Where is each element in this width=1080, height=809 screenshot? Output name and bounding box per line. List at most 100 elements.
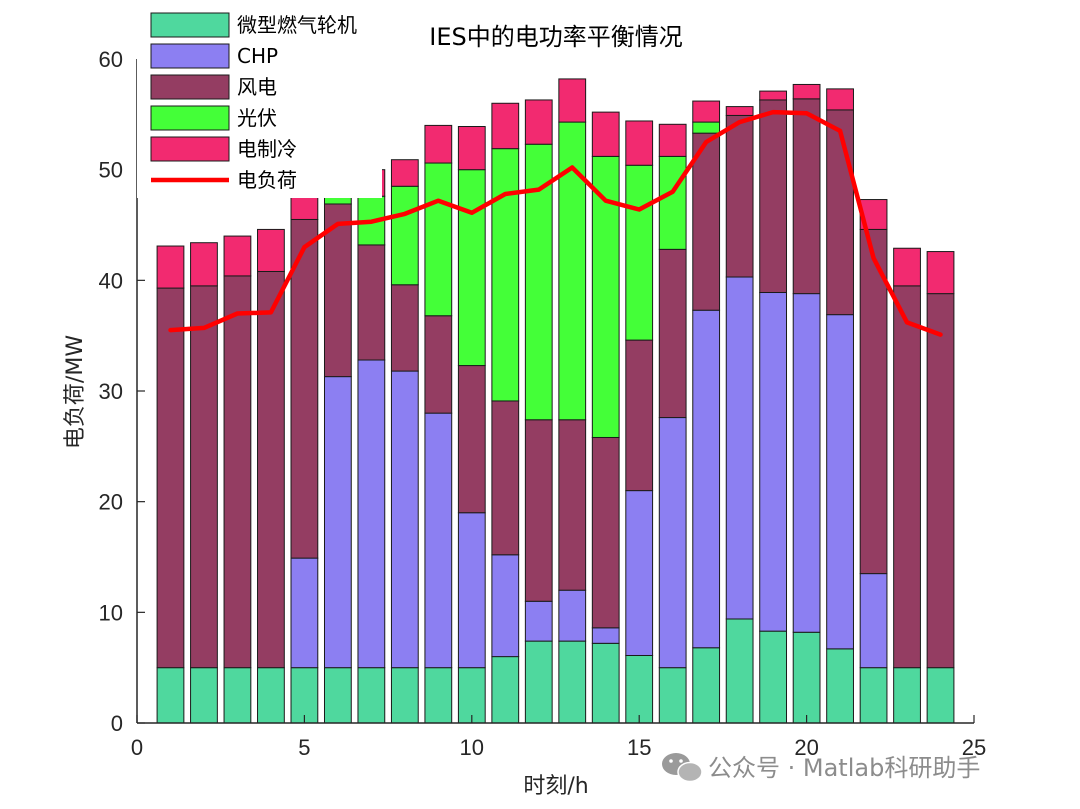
bar-segment: [524, 640, 553, 724]
bar-segment: [457, 169, 486, 367]
bar-segment: [390, 159, 419, 187]
bar-segment: [558, 589, 587, 642]
bar-segment: [658, 417, 687, 669]
bar-segment: [826, 314, 854, 650]
bar-segment: [826, 109, 854, 316]
bar-segment: [725, 114, 754, 278]
bar-segment: [223, 275, 252, 669]
bar-segment: [792, 83, 821, 100]
legend-label: 风电: [237, 75, 277, 99]
x-axis-title: 时刻/h: [523, 774, 588, 799]
bar-segment: [692, 121, 721, 134]
bar-segment: [390, 284, 419, 372]
y-tick-label: 10: [99, 600, 123, 625]
bar-segment: [491, 656, 520, 724]
bar-segment: [625, 164, 654, 341]
bar-segment: [290, 218, 319, 559]
bar-segment: [558, 640, 587, 724]
x-tick-label: 0: [131, 735, 143, 760]
bar-segment: [759, 292, 788, 632]
bar-segment: [826, 648, 854, 724]
bars-layer: [156, 78, 955, 724]
legend-label: CHP: [237, 44, 278, 68]
bar-segment: [524, 419, 553, 602]
bar-segment: [491, 400, 520, 556]
bar-segment: [859, 667, 888, 724]
bar-segment: [625, 339, 654, 492]
bar-segment: [424, 412, 453, 669]
bar-segment: [357, 359, 386, 669]
bar-segment: [658, 155, 687, 250]
bar-segment: [190, 242, 218, 287]
bar-segment: [792, 631, 821, 724]
bar-segment: [893, 667, 921, 724]
bar-segment: [692, 647, 721, 724]
y-tick-label: 50: [99, 158, 123, 183]
bar-segment: [156, 667, 185, 724]
legend-swatch: [150, 105, 230, 131]
bar-segment: [859, 573, 888, 669]
y-tick-label: 60: [99, 47, 123, 72]
bar-segment: [926, 293, 955, 669]
bar-segment: [290, 667, 319, 724]
bar-segment: [725, 276, 754, 620]
watermark: 公众号 · Matlab科研助手: [662, 753, 980, 783]
bar-segment: [725, 618, 754, 724]
bar-segment: [257, 228, 285, 272]
bar-segment: [792, 293, 821, 633]
legend-box: [137, 8, 382, 198]
bar-segment: [625, 120, 654, 166]
bar-segment: [257, 667, 285, 724]
chart-title: IES中的电功率平衡情况: [429, 23, 682, 51]
bar-segment: [424, 124, 453, 164]
watermark-text: 公众号 · Matlab科研助手: [708, 754, 980, 782]
bar-segment: [457, 667, 486, 724]
bar-segment: [223, 235, 252, 277]
wechat-icon: [662, 753, 703, 783]
bar-segment: [759, 90, 788, 101]
bar-segment: [323, 376, 352, 669]
y-tick-label: 30: [99, 379, 123, 404]
legend-swatch: [150, 12, 230, 38]
bar-segment: [658, 123, 687, 157]
legend-swatch: [150, 136, 230, 162]
x-tick-label: 20: [794, 735, 818, 760]
y-tick-label: 0: [111, 711, 123, 736]
legend-label: 光伏: [237, 106, 277, 130]
legend-swatch: [150, 43, 230, 69]
line-layer: [168, 109, 943, 337]
bar-segment: [524, 99, 553, 145]
bar-segment: [491, 102, 520, 150]
bar-segment: [926, 667, 955, 724]
bar-segment: [290, 557, 319, 669]
bar-segment: [424, 315, 453, 414]
bar-segment: [692, 100, 721, 123]
ticks-layer: 0 5 10 15 20 25 0 10 20 30 40 50 60: [99, 47, 987, 760]
bar-segment: [156, 245, 185, 289]
y-axis-title: 电负荷/MW: [63, 335, 88, 449]
bar-segment: [323, 667, 352, 724]
bar-segment: [424, 667, 453, 724]
legend-label: 电制冷: [237, 137, 297, 161]
bar-segment: [759, 630, 788, 724]
bar-segment: [625, 654, 654, 724]
legend-label: 电负荷: [237, 168, 297, 192]
bar-segment: [491, 554, 520, 658]
bar-segment: [759, 99, 788, 294]
bar-segment: [390, 185, 419, 286]
bar-segment: [658, 248, 687, 419]
y-tick-label: 40: [99, 268, 123, 293]
bar-segment: [524, 600, 553, 642]
bar-segment: [357, 667, 386, 724]
bar-segment: [591, 111, 620, 157]
bar-segment: [692, 309, 721, 649]
bar-segment: [156, 287, 185, 669]
bar-segment: [491, 148, 520, 402]
bar-segment: [223, 667, 252, 724]
bar-segment: [792, 98, 821, 295]
bar-segment: [558, 78, 587, 123]
bar-segment: [591, 436, 620, 629]
legend-label: 微型燃气轮机: [237, 13, 357, 37]
